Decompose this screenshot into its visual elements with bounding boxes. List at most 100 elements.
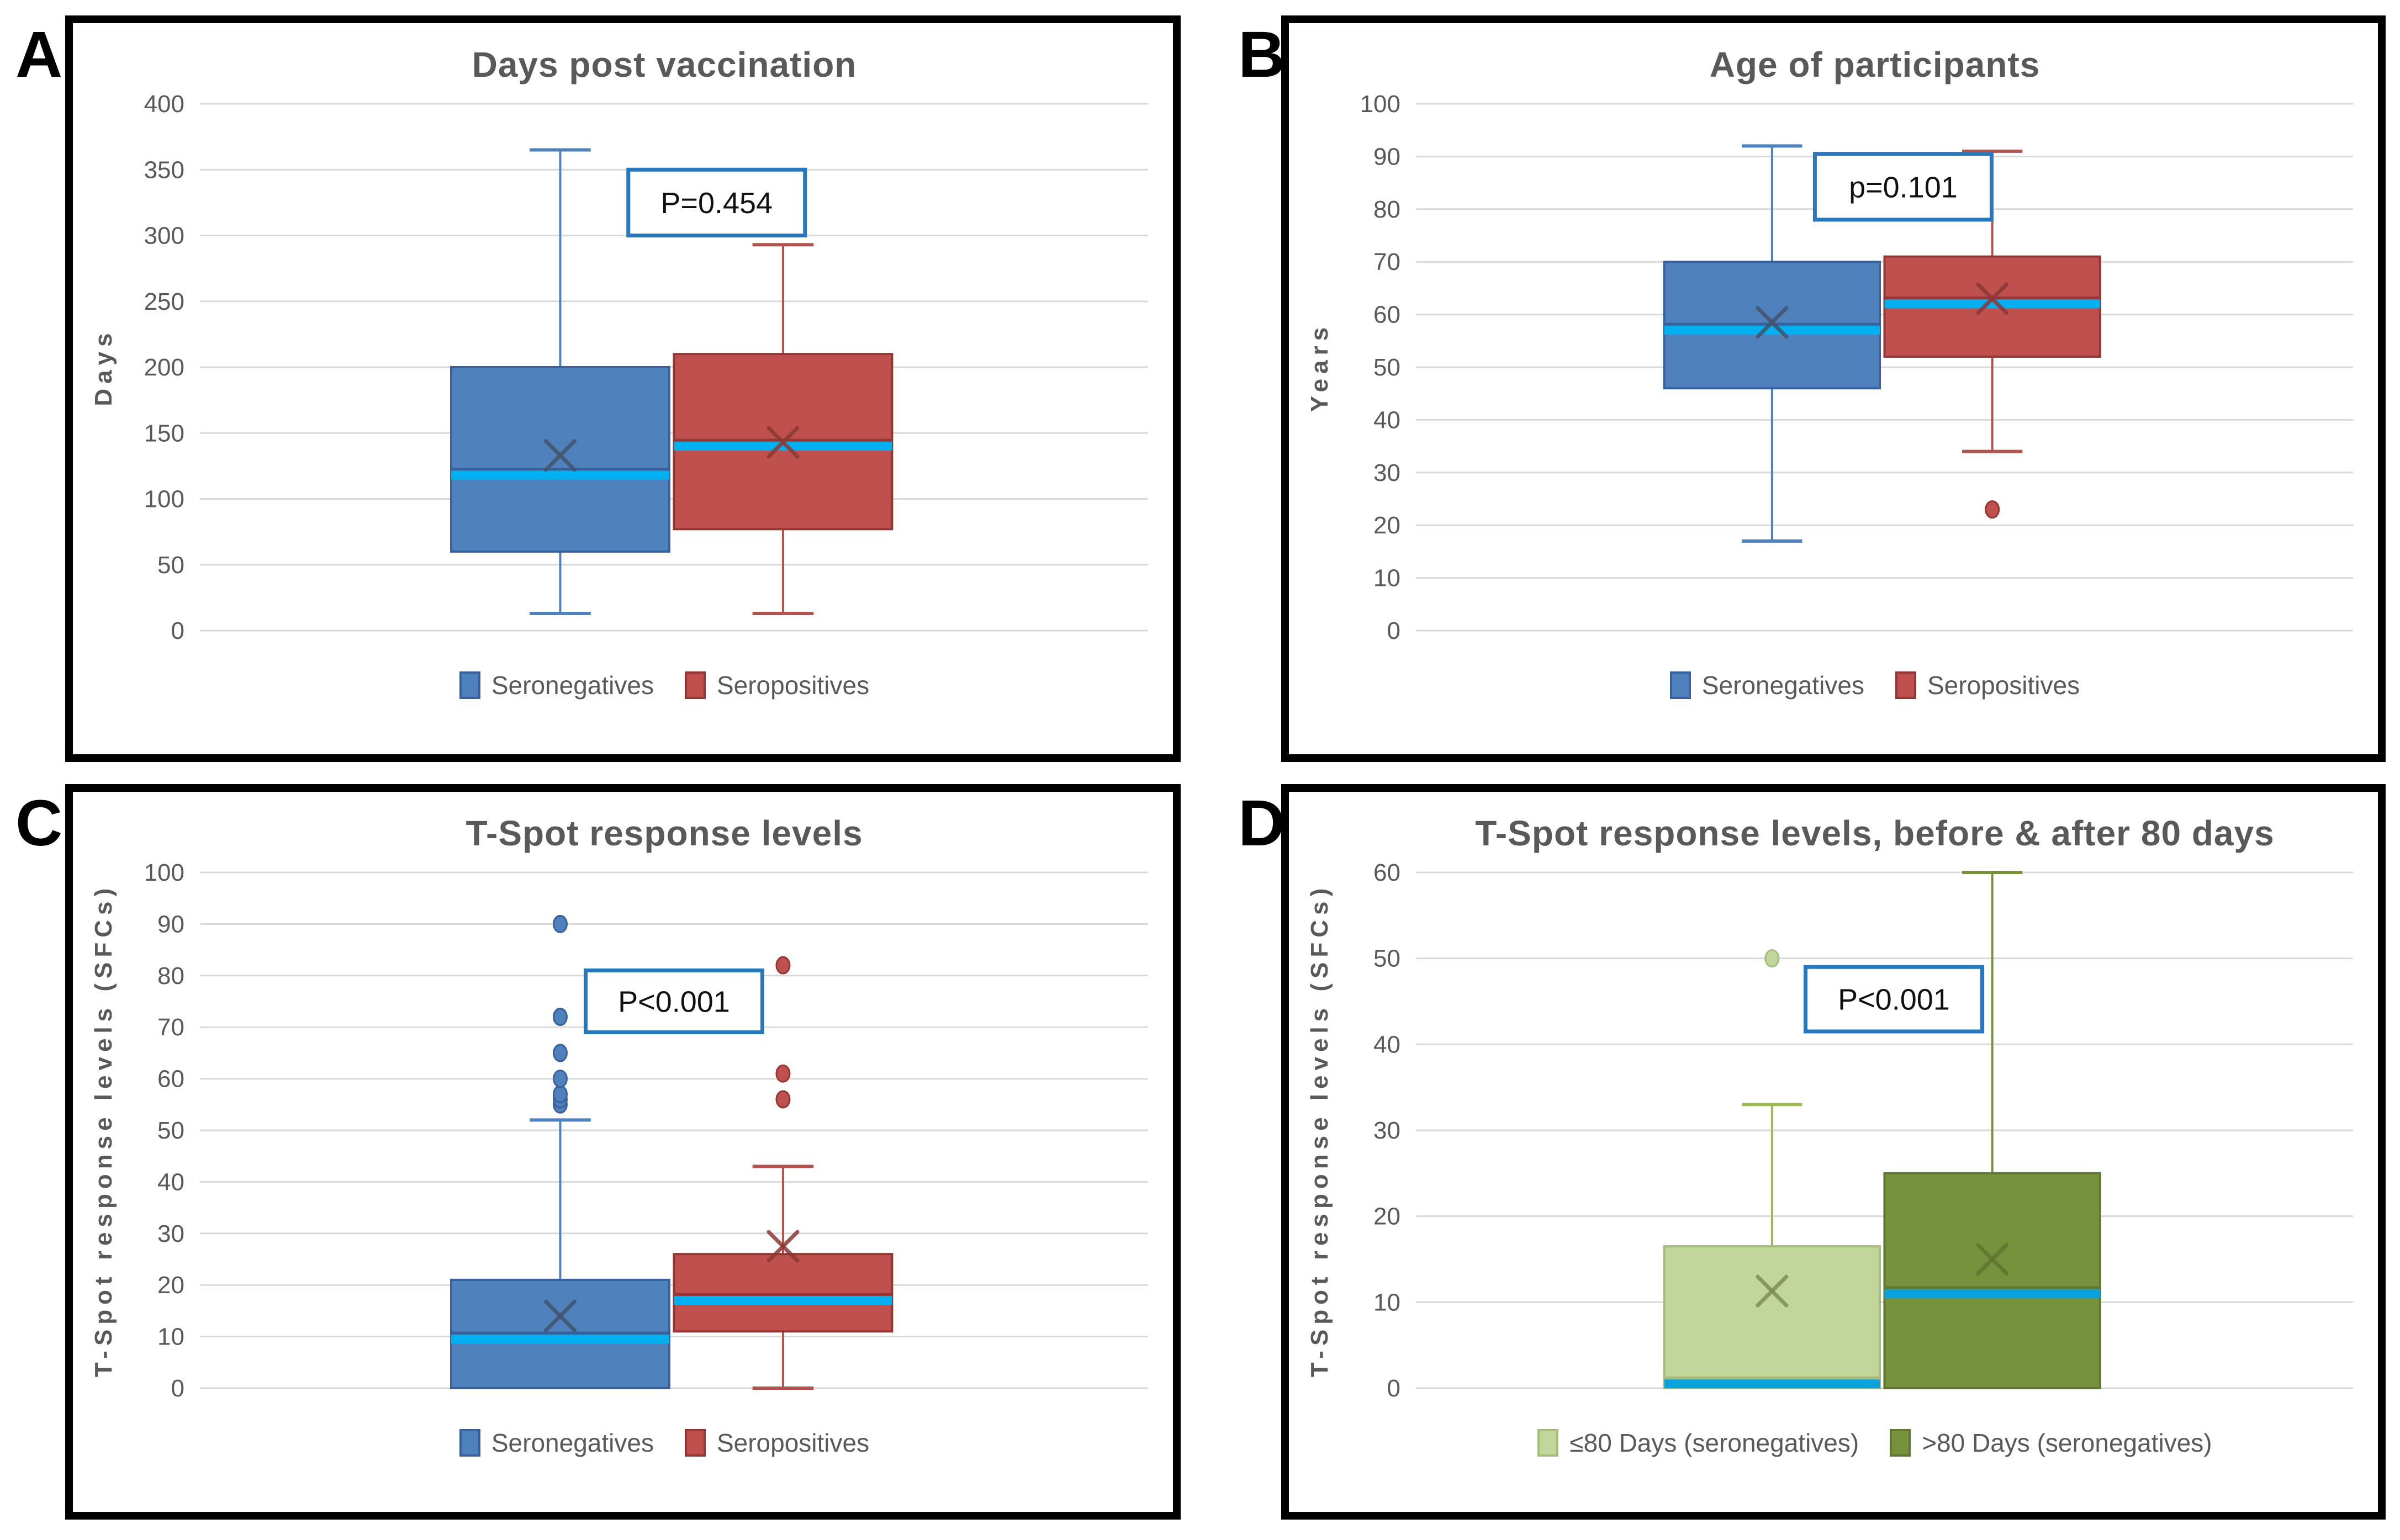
legend-label: Seronegatives bbox=[491, 1428, 654, 1457]
outlier-point bbox=[1985, 500, 2000, 519]
boxplot-chart: 0 10 20 30 40 50 60 T-Spot response levels (SFC… bbox=[1306, 859, 2353, 1402]
median-line bbox=[1664, 326, 1880, 335]
outlier-point bbox=[775, 1064, 791, 1083]
legend: Seronegatives Seropositives bbox=[1372, 655, 2378, 716]
mean-marker-x bbox=[766, 426, 800, 459]
outlier-point bbox=[1764, 949, 1780, 968]
box bbox=[1663, 1245, 1881, 1390]
legend-label: >80 Days (seronegatives) bbox=[1922, 1428, 2212, 1457]
y-tick-label: 0 bbox=[1387, 617, 1400, 644]
median-line bbox=[1664, 1379, 1880, 1389]
mean-marker-x bbox=[543, 439, 577, 472]
y-tick-label: 40 bbox=[1373, 1031, 1400, 1058]
legend-label: Seropositives bbox=[1927, 671, 2080, 700]
legend: ≤80 Days (seronegatives) >80 Days (serone… bbox=[1372, 1412, 2378, 1473]
legend-swatch bbox=[1537, 1429, 1559, 1457]
box bbox=[1883, 1172, 2101, 1389]
median-line bbox=[451, 470, 669, 480]
panel-title: T-Spot response levels, before & after 8… bbox=[1475, 813, 2275, 853]
median-line bbox=[451, 1335, 669, 1344]
y-tick-label: 20 bbox=[1373, 1203, 1400, 1230]
p-value-text: P=0.454 bbox=[660, 187, 773, 220]
y-tick-label: 30 bbox=[157, 1220, 184, 1247]
y-axis-label: T-Spot response levels (SFCs) bbox=[90, 883, 117, 1377]
legend-label: Seropositives bbox=[716, 671, 870, 700]
p-value-box bbox=[626, 167, 807, 237]
median-line bbox=[1884, 1289, 2100, 1298]
legend-label: Seronegatives bbox=[491, 671, 654, 700]
y-tick-label: 20 bbox=[157, 1272, 184, 1299]
mean-marker-x bbox=[1976, 1243, 2009, 1276]
y-tick-label: 30 bbox=[1373, 1117, 1400, 1144]
y-tick-label: 40 bbox=[1373, 406, 1400, 433]
mean-marker-x bbox=[1756, 306, 1789, 339]
legend-item: Seropositives bbox=[684, 1428, 870, 1458]
legend: Seronegatives Seropositives bbox=[156, 1412, 1173, 1473]
y-tick-label: 200 bbox=[144, 354, 184, 381]
legend: Seronegatives Seropositives bbox=[156, 655, 1173, 716]
y-axis-label: T-Spot response levels (SFCs) bbox=[1306, 883, 1333, 1377]
legend-swatch bbox=[459, 1429, 480, 1457]
y-tick-label: 350 bbox=[144, 156, 184, 183]
outlier-point bbox=[552, 914, 568, 933]
y-tick-label: 100 bbox=[144, 486, 184, 513]
boxplot-chart: 0 10 20 30 40 50 60 70 80 90 100 T-Spot response le… bbox=[90, 859, 1148, 1402]
legend-item: Seropositives bbox=[684, 670, 870, 700]
median-line bbox=[674, 442, 892, 451]
legend-item: Seronegatives bbox=[1669, 670, 1864, 700]
y-tick-label: 70 bbox=[157, 1014, 184, 1041]
y-tick-label: 0 bbox=[171, 617, 184, 644]
y-tick-label: 10 bbox=[157, 1324, 184, 1351]
legend-label: Seronegatives bbox=[1701, 671, 1864, 700]
y-tick-label: 50 bbox=[1373, 354, 1400, 381]
legend-swatch bbox=[1669, 671, 1691, 699]
box bbox=[450, 366, 670, 553]
legend-item: Seronegatives bbox=[459, 1428, 654, 1458]
panel-letter-b: B bbox=[1238, 18, 1286, 91]
y-tick-label: 150 bbox=[144, 420, 184, 447]
panel-age-of-participants: Age of participants 0 10 20 30 40 50 60 70 80 90 1… bbox=[1281, 15, 2386, 762]
panel-letter-d: D bbox=[1238, 787, 1286, 860]
median-line bbox=[674, 1296, 892, 1305]
y-tick-label: 70 bbox=[1373, 248, 1400, 276]
y-tick-label: 100 bbox=[144, 859, 184, 886]
panel-days-post-vaccination: Days post vaccination 0 50 100 150 200 250 300… bbox=[65, 15, 1181, 762]
y-tick-label: 0 bbox=[1387, 1375, 1400, 1402]
y-tick-label: 40 bbox=[157, 1168, 184, 1195]
mean-marker-x bbox=[543, 1299, 577, 1332]
legend-item: >80 Days (seronegatives) bbox=[1890, 1428, 2212, 1458]
panel-title: Days post vaccination bbox=[472, 45, 857, 84]
legend-swatch bbox=[1890, 1429, 1911, 1457]
legend-label: Seropositives bbox=[716, 1428, 870, 1457]
y-tick-label: 20 bbox=[1373, 512, 1400, 539]
legend-swatch bbox=[684, 1429, 706, 1457]
panel-title: Age of participants bbox=[1709, 45, 2040, 84]
legend-swatch bbox=[684, 671, 706, 699]
legend-item: Seronegatives bbox=[459, 670, 654, 700]
panel-tspot-response-levels: T-Spot response levels 0 10 20 30 40 50 60 70 80… bbox=[65, 784, 1181, 1520]
boxplot-chart: 0 50 100 150 200 250 300 350 400 Days P=0.454 bbox=[90, 91, 1148, 644]
outlier-point bbox=[775, 1090, 791, 1109]
y-tick-label: 50 bbox=[157, 552, 184, 579]
y-tick-label: 10 bbox=[1373, 1289, 1400, 1316]
y-tick-label: 60 bbox=[157, 1066, 184, 1093]
y-tick-label: 400 bbox=[144, 91, 184, 118]
p-value-box bbox=[584, 968, 764, 1035]
y-tick-label: 10 bbox=[1373, 565, 1400, 592]
legend-item: Seropositives bbox=[1895, 670, 2080, 700]
y-tick-label: 80 bbox=[157, 962, 184, 989]
panel-letter-a: A bbox=[15, 18, 63, 91]
legend-item: ≤80 Days (seronegatives) bbox=[1537, 1428, 1859, 1458]
y-tick-label: 80 bbox=[1373, 196, 1400, 223]
y-axis-label: Days bbox=[90, 328, 117, 406]
y-tick-label: 0 bbox=[171, 1375, 184, 1402]
y-tick-label: 300 bbox=[144, 223, 184, 250]
y-tick-label: 60 bbox=[1373, 301, 1400, 329]
p-value-text: p=0.101 bbox=[1849, 171, 1958, 204]
y-tick-label: 30 bbox=[1373, 459, 1400, 486]
mean-marker-x bbox=[1756, 1274, 1789, 1308]
boxplot-chart: 0 10 20 30 40 50 60 70 80 90 100 Years p=0.101 bbox=[1306, 91, 2353, 644]
y-tick-label: 90 bbox=[157, 911, 184, 938]
legend-label: ≤80 Days (seronegatives) bbox=[1569, 1428, 1859, 1457]
